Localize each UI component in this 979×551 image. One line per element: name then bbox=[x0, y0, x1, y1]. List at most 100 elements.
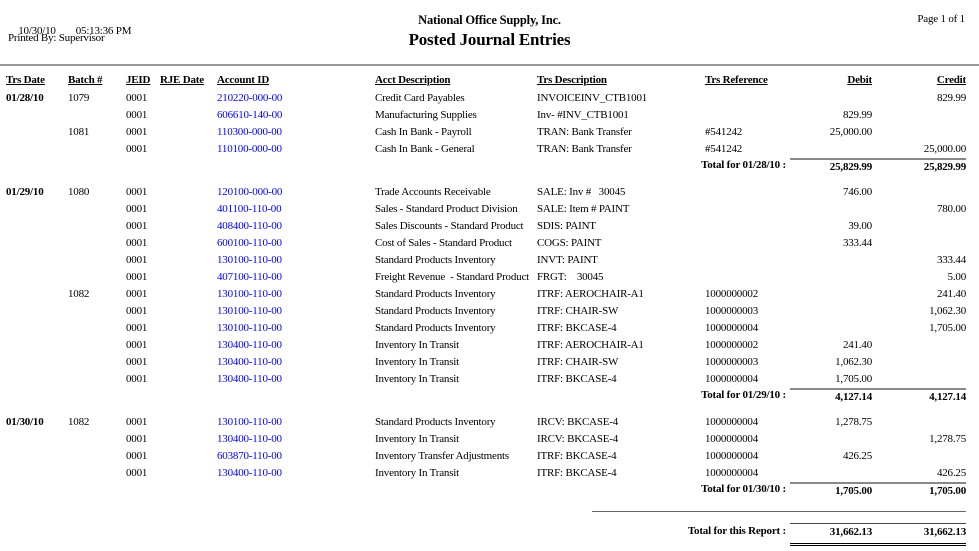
cell-acct_desc: Standard Products Inventory bbox=[375, 254, 496, 266]
cell-debit: 241.40 bbox=[842, 339, 872, 351]
table-row: 0001 130400-110-00 Inventory In Transit ITR… bbox=[6, 354, 966, 371]
account-id-link[interactable]: 130400-110-00 bbox=[217, 373, 282, 385]
cell-debit: 39.00 bbox=[848, 220, 872, 232]
account-id-link[interactable]: 110100-000-00 bbox=[217, 143, 282, 155]
cell-jeid: 0001 bbox=[126, 450, 148, 462]
cell-date bbox=[6, 269, 68, 286]
account-id-link[interactable]: 130100-110-00 bbox=[217, 305, 282, 317]
cell-batch bbox=[68, 320, 126, 337]
account-id-link[interactable]: 600100-110-00 bbox=[217, 237, 282, 249]
cell-acct_desc: Manufacturing Supplies bbox=[375, 109, 477, 121]
cell-date bbox=[6, 431, 68, 448]
table-row: 01/29/10 1080 0001 120100-000-00 Trade Accou… bbox=[6, 184, 966, 201]
cell-batch bbox=[68, 448, 126, 465]
cell-batch: 1082 bbox=[68, 416, 90, 428]
cell-jeid: 0001 bbox=[126, 254, 148, 266]
account-id-link[interactable]: 130100-110-00 bbox=[217, 254, 282, 266]
cell-credit: 5.00 bbox=[947, 271, 967, 283]
cell-credit bbox=[872, 448, 966, 465]
cell-date bbox=[6, 107, 68, 124]
account-id-link[interactable]: 130400-110-00 bbox=[217, 433, 282, 445]
cell-acct_desc: Credit Card Payables bbox=[375, 92, 465, 104]
cell-jeid: 0001 bbox=[126, 356, 148, 368]
cell-acct_desc: Freight Revenue - Standard Product bbox=[375, 271, 529, 283]
cell-trs_desc: ITRF: AEROCHAIR-A1 bbox=[537, 339, 644, 351]
cell-ref bbox=[705, 252, 790, 269]
cell-date bbox=[6, 218, 68, 235]
column-header-rje: RJE Date bbox=[160, 74, 204, 86]
account-id-link[interactable]: 210220-000-00 bbox=[217, 92, 283, 104]
cell-jeid: 0001 bbox=[126, 373, 148, 385]
account-id-link[interactable]: 130100-110-00 bbox=[217, 416, 282, 428]
cell-rje bbox=[160, 269, 217, 286]
account-id-link[interactable]: 603870-110-00 bbox=[217, 450, 282, 462]
account-id-link[interactable]: 130400-110-00 bbox=[217, 356, 282, 368]
cell-ref: #541242 bbox=[705, 126, 743, 138]
column-header-account: Account ID bbox=[217, 74, 270, 86]
cell-acct_desc: Sales - Standard Product Division bbox=[375, 203, 518, 215]
cell-credit bbox=[872, 218, 966, 235]
report-title: Posted Journal Entries bbox=[408, 30, 571, 49]
account-id-link[interactable]: 407100-110-00 bbox=[217, 271, 282, 283]
report-total-divider bbox=[592, 511, 966, 512]
column-header-batch: Batch # bbox=[68, 74, 103, 86]
account-id-link[interactable]: 130100-110-00 bbox=[217, 288, 282, 300]
cell-date bbox=[6, 303, 68, 320]
cell-trs_desc: TRAN: Bank Transfer bbox=[537, 143, 632, 155]
cell-credit: 780.00 bbox=[936, 203, 966, 215]
cell-acct_desc: Inventory In Transit bbox=[375, 373, 460, 385]
cell-acct_desc: Standard Products Inventory bbox=[375, 416, 496, 428]
table-row: 0001 401100-110-00 Sales - Standard Produc… bbox=[6, 201, 966, 218]
cell-jeid: 0001 bbox=[126, 305, 148, 317]
cell-batch bbox=[68, 303, 126, 320]
cell-jeid: 0001 bbox=[126, 339, 148, 351]
section-total-credit: 4,127.14 bbox=[872, 388, 966, 405]
cell-credit: 1,278.75 bbox=[929, 433, 966, 445]
cell-credit: 333.44 bbox=[936, 254, 966, 266]
account-id-link[interactable]: 408400-110-00 bbox=[217, 220, 282, 232]
cell-batch bbox=[68, 252, 126, 269]
cell-credit bbox=[872, 414, 966, 431]
cell-batch: 1082 bbox=[68, 288, 90, 300]
cell-ref: 1000000003 bbox=[705, 305, 759, 317]
cell-acct_desc: Inventory In Transit bbox=[375, 339, 460, 351]
cell-date bbox=[6, 354, 68, 371]
account-id-link[interactable]: 130400-110-00 bbox=[217, 339, 282, 351]
account-id-link[interactable]: 110300-000-00 bbox=[217, 126, 282, 138]
cell-credit: 1,705.00 bbox=[929, 322, 966, 334]
cell-rje bbox=[160, 235, 217, 252]
cell-debit: 426.25 bbox=[842, 450, 872, 462]
account-id-link[interactable]: 130100-110-00 bbox=[217, 322, 282, 334]
cell-ref bbox=[705, 218, 790, 235]
account-id-link[interactable]: 130400-110-00 bbox=[217, 467, 282, 479]
cell-acct_desc: Standard Products Inventory bbox=[375, 305, 496, 317]
table-row: 0001 408400-110-00 Sales Discounts - Stand… bbox=[6, 218, 966, 235]
account-id-link[interactable]: 120100-000-00 bbox=[217, 186, 283, 198]
cell-trs_desc: TRAN: Bank Transfer bbox=[537, 126, 632, 138]
cell-acct_desc: Cost of Sales - Standard Product bbox=[375, 237, 512, 249]
cell-jeid: 0001 bbox=[126, 237, 148, 249]
cell-date bbox=[6, 448, 68, 465]
cell-debit bbox=[790, 431, 872, 448]
cell-batch bbox=[68, 431, 126, 448]
table-row: 01/30/10 1082 0001 130100-110-00 Standard Pr… bbox=[6, 414, 966, 431]
cell-debit: 333.44 bbox=[842, 237, 872, 249]
cell-rje bbox=[160, 448, 217, 465]
table-row: 0001 130100-110-00 Standard Products Inven… bbox=[6, 303, 966, 320]
account-id-link[interactable]: 606610-140-00 bbox=[217, 109, 283, 121]
cell-ref: 1000000004 bbox=[705, 467, 759, 479]
cell-trs_desc: COGS: PAINT bbox=[537, 237, 602, 249]
column-header-credit: Credit bbox=[936, 74, 966, 86]
cell-rje bbox=[160, 184, 217, 201]
cell-acct_desc: Inventory In Transit bbox=[375, 467, 460, 479]
section-total-label: Total for 01/29/10 : bbox=[701, 389, 786, 401]
cell-ref bbox=[705, 235, 790, 252]
account-id-link[interactable]: 401100-110-00 bbox=[217, 203, 282, 215]
report-total-credit: 31,662.13 bbox=[872, 523, 966, 546]
cell-jeid: 0001 bbox=[126, 220, 148, 232]
cell-jeid: 0001 bbox=[126, 143, 148, 155]
cell-debit bbox=[790, 286, 872, 303]
cell-date bbox=[6, 201, 68, 218]
cell-jeid: 0001 bbox=[126, 186, 148, 198]
